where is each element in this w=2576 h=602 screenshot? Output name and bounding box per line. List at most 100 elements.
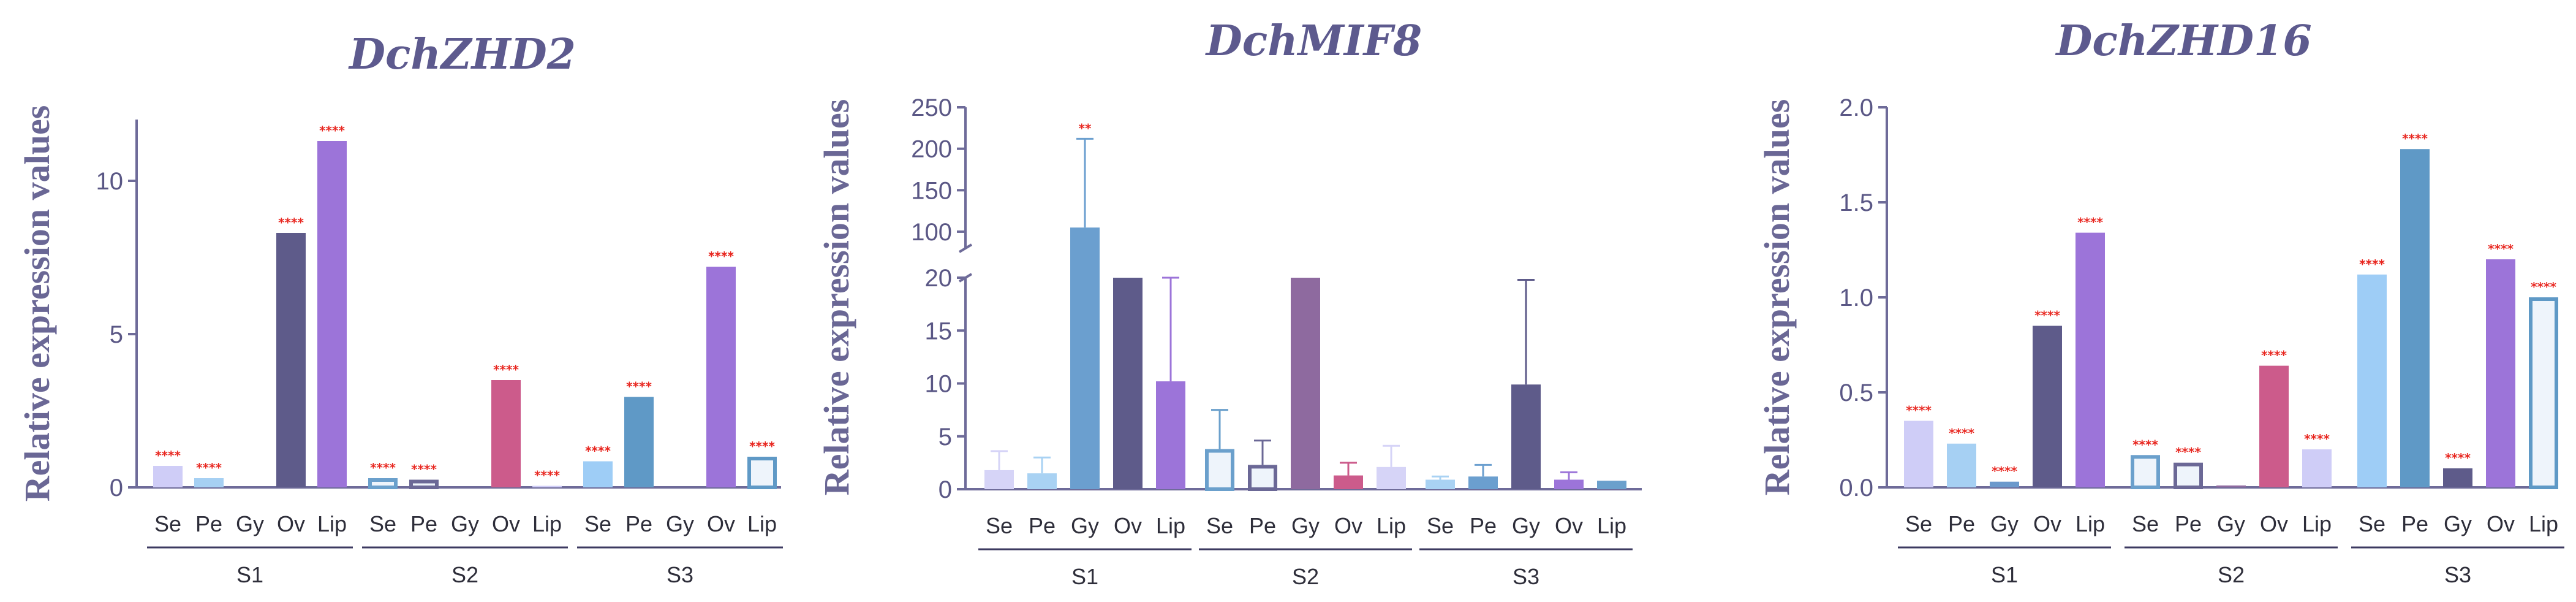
y-tick-label: 1.5	[1839, 189, 1873, 216]
category-label: Se	[1905, 511, 1932, 536]
category-label: Pe	[1029, 513, 1056, 538]
significance-marker: ****	[493, 362, 519, 377]
bar	[2131, 455, 2160, 489]
y-tick-label: 0	[939, 476, 952, 503]
chart-title: DchZHD2	[348, 30, 576, 79]
category-label: Ov	[492, 511, 520, 536]
bar	[1156, 381, 1185, 489]
category-label: Ov	[1114, 513, 1142, 538]
category-label: Lip	[2529, 511, 2558, 536]
y-tick-label: 250	[911, 94, 952, 121]
category-label: Pe	[1470, 513, 1497, 538]
bar	[153, 466, 183, 487]
bar	[1027, 473, 1057, 489]
bar	[1904, 421, 1933, 487]
bar	[583, 461, 613, 487]
category-label: Lip	[532, 511, 562, 536]
category-label: Se	[2359, 511, 2385, 536]
group-label: S2	[451, 562, 478, 587]
category-label: Lip	[747, 511, 777, 536]
bar	[2486, 259, 2515, 487]
y-tick-label: 5	[939, 424, 952, 451]
category-label: Ov	[707, 511, 735, 536]
category-label: Gy	[1512, 513, 1540, 538]
bar	[1426, 479, 1455, 489]
y-tick-label: 1.0	[1839, 284, 1873, 311]
category-label: Gy	[1990, 511, 2019, 536]
y-tick-label: 0.5	[1839, 379, 1873, 406]
significance-marker: ****	[411, 462, 437, 477]
group-label: S1	[236, 562, 263, 587]
significance-marker: ****	[2445, 451, 2471, 465]
significance-marker: ****	[749, 439, 775, 454]
category-label: Lip	[1156, 513, 1185, 538]
bar	[1947, 443, 1976, 487]
category-label: Ov	[277, 511, 305, 536]
significance-marker: ****	[2175, 445, 2201, 460]
axis-break-mark	[958, 243, 973, 253]
category-label: Pe	[2401, 511, 2428, 536]
bar	[747, 457, 777, 489]
bar	[1511, 384, 1541, 489]
bar	[2033, 326, 2062, 487]
y-axis-label: Relative expression values	[1757, 99, 1797, 496]
category-label: Se	[154, 511, 181, 536]
significance-marker: ****	[155, 448, 181, 463]
bar	[2529, 297, 2558, 489]
category-label: Ov	[1334, 513, 1362, 538]
category-label: Ov	[2033, 511, 2061, 536]
y-axis-label: Relative expression values	[817, 99, 856, 496]
category-label: Lip	[1597, 513, 1626, 538]
bar	[409, 479, 439, 489]
bar	[532, 486, 562, 487]
category-label: Gy	[666, 511, 694, 536]
bar	[1468, 476, 1498, 489]
y-tick-label: 150	[911, 177, 952, 204]
category-label: Pe	[2175, 511, 2202, 536]
significance-marker: ****	[1949, 426, 1974, 441]
category-label: Se	[369, 511, 396, 536]
category-label: Pe	[195, 511, 222, 536]
significance-marker: ****	[370, 460, 396, 475]
significance-marker: ****	[2359, 257, 2385, 272]
category-label: Pe	[410, 511, 437, 536]
group-label: S2	[1292, 564, 1319, 589]
y-tick-label: 200	[911, 136, 952, 163]
significance-marker: ****	[1992, 464, 2017, 479]
category-label: Se	[986, 513, 1013, 538]
group-label: S1	[1991, 562, 2018, 587]
significance-marker: ****	[2531, 280, 2556, 294]
y-tick-label: 100	[911, 219, 952, 246]
bar	[491, 380, 521, 487]
chart-panel-3: DchZHD16 Relative expression values 0.0 0.5…	[1757, 17, 2564, 587]
significance-marker: ****	[278, 215, 304, 230]
significance-marker: ****	[2034, 308, 2060, 323]
significance-marker: ****	[708, 249, 734, 264]
category-label: Gy	[236, 511, 264, 536]
bar	[2216, 485, 2246, 487]
significance-marker: ****	[2261, 348, 2287, 363]
significance-marker: **	[1079, 121, 1092, 135]
group-label: S2	[2218, 562, 2245, 587]
bar	[317, 141, 347, 487]
bar	[1554, 479, 1584, 489]
bar	[2076, 232, 2105, 487]
bar	[194, 478, 224, 487]
bar	[368, 478, 398, 489]
category-label: Gy	[451, 511, 479, 536]
significance-marker: ****	[319, 123, 345, 138]
y-axis-label: Relative expression values	[17, 105, 57, 502]
category-label: Se	[1427, 513, 1454, 538]
significance-marker: ****	[2402, 131, 2428, 146]
category-label: Pe	[1948, 511, 1975, 536]
category-label: Ov	[1555, 513, 1583, 538]
y-tick-label: 0	[110, 474, 123, 501]
bar	[2357, 274, 2387, 487]
category-label: Ov	[2487, 511, 2515, 536]
category-label: Se	[584, 511, 611, 536]
category-label: Ov	[2260, 511, 2288, 536]
category-label: Lip	[2076, 511, 2105, 536]
chart-panel-1: DchZHD2 Relative expression values 0 5 10 ***…	[17, 30, 783, 587]
bar	[624, 397, 654, 487]
